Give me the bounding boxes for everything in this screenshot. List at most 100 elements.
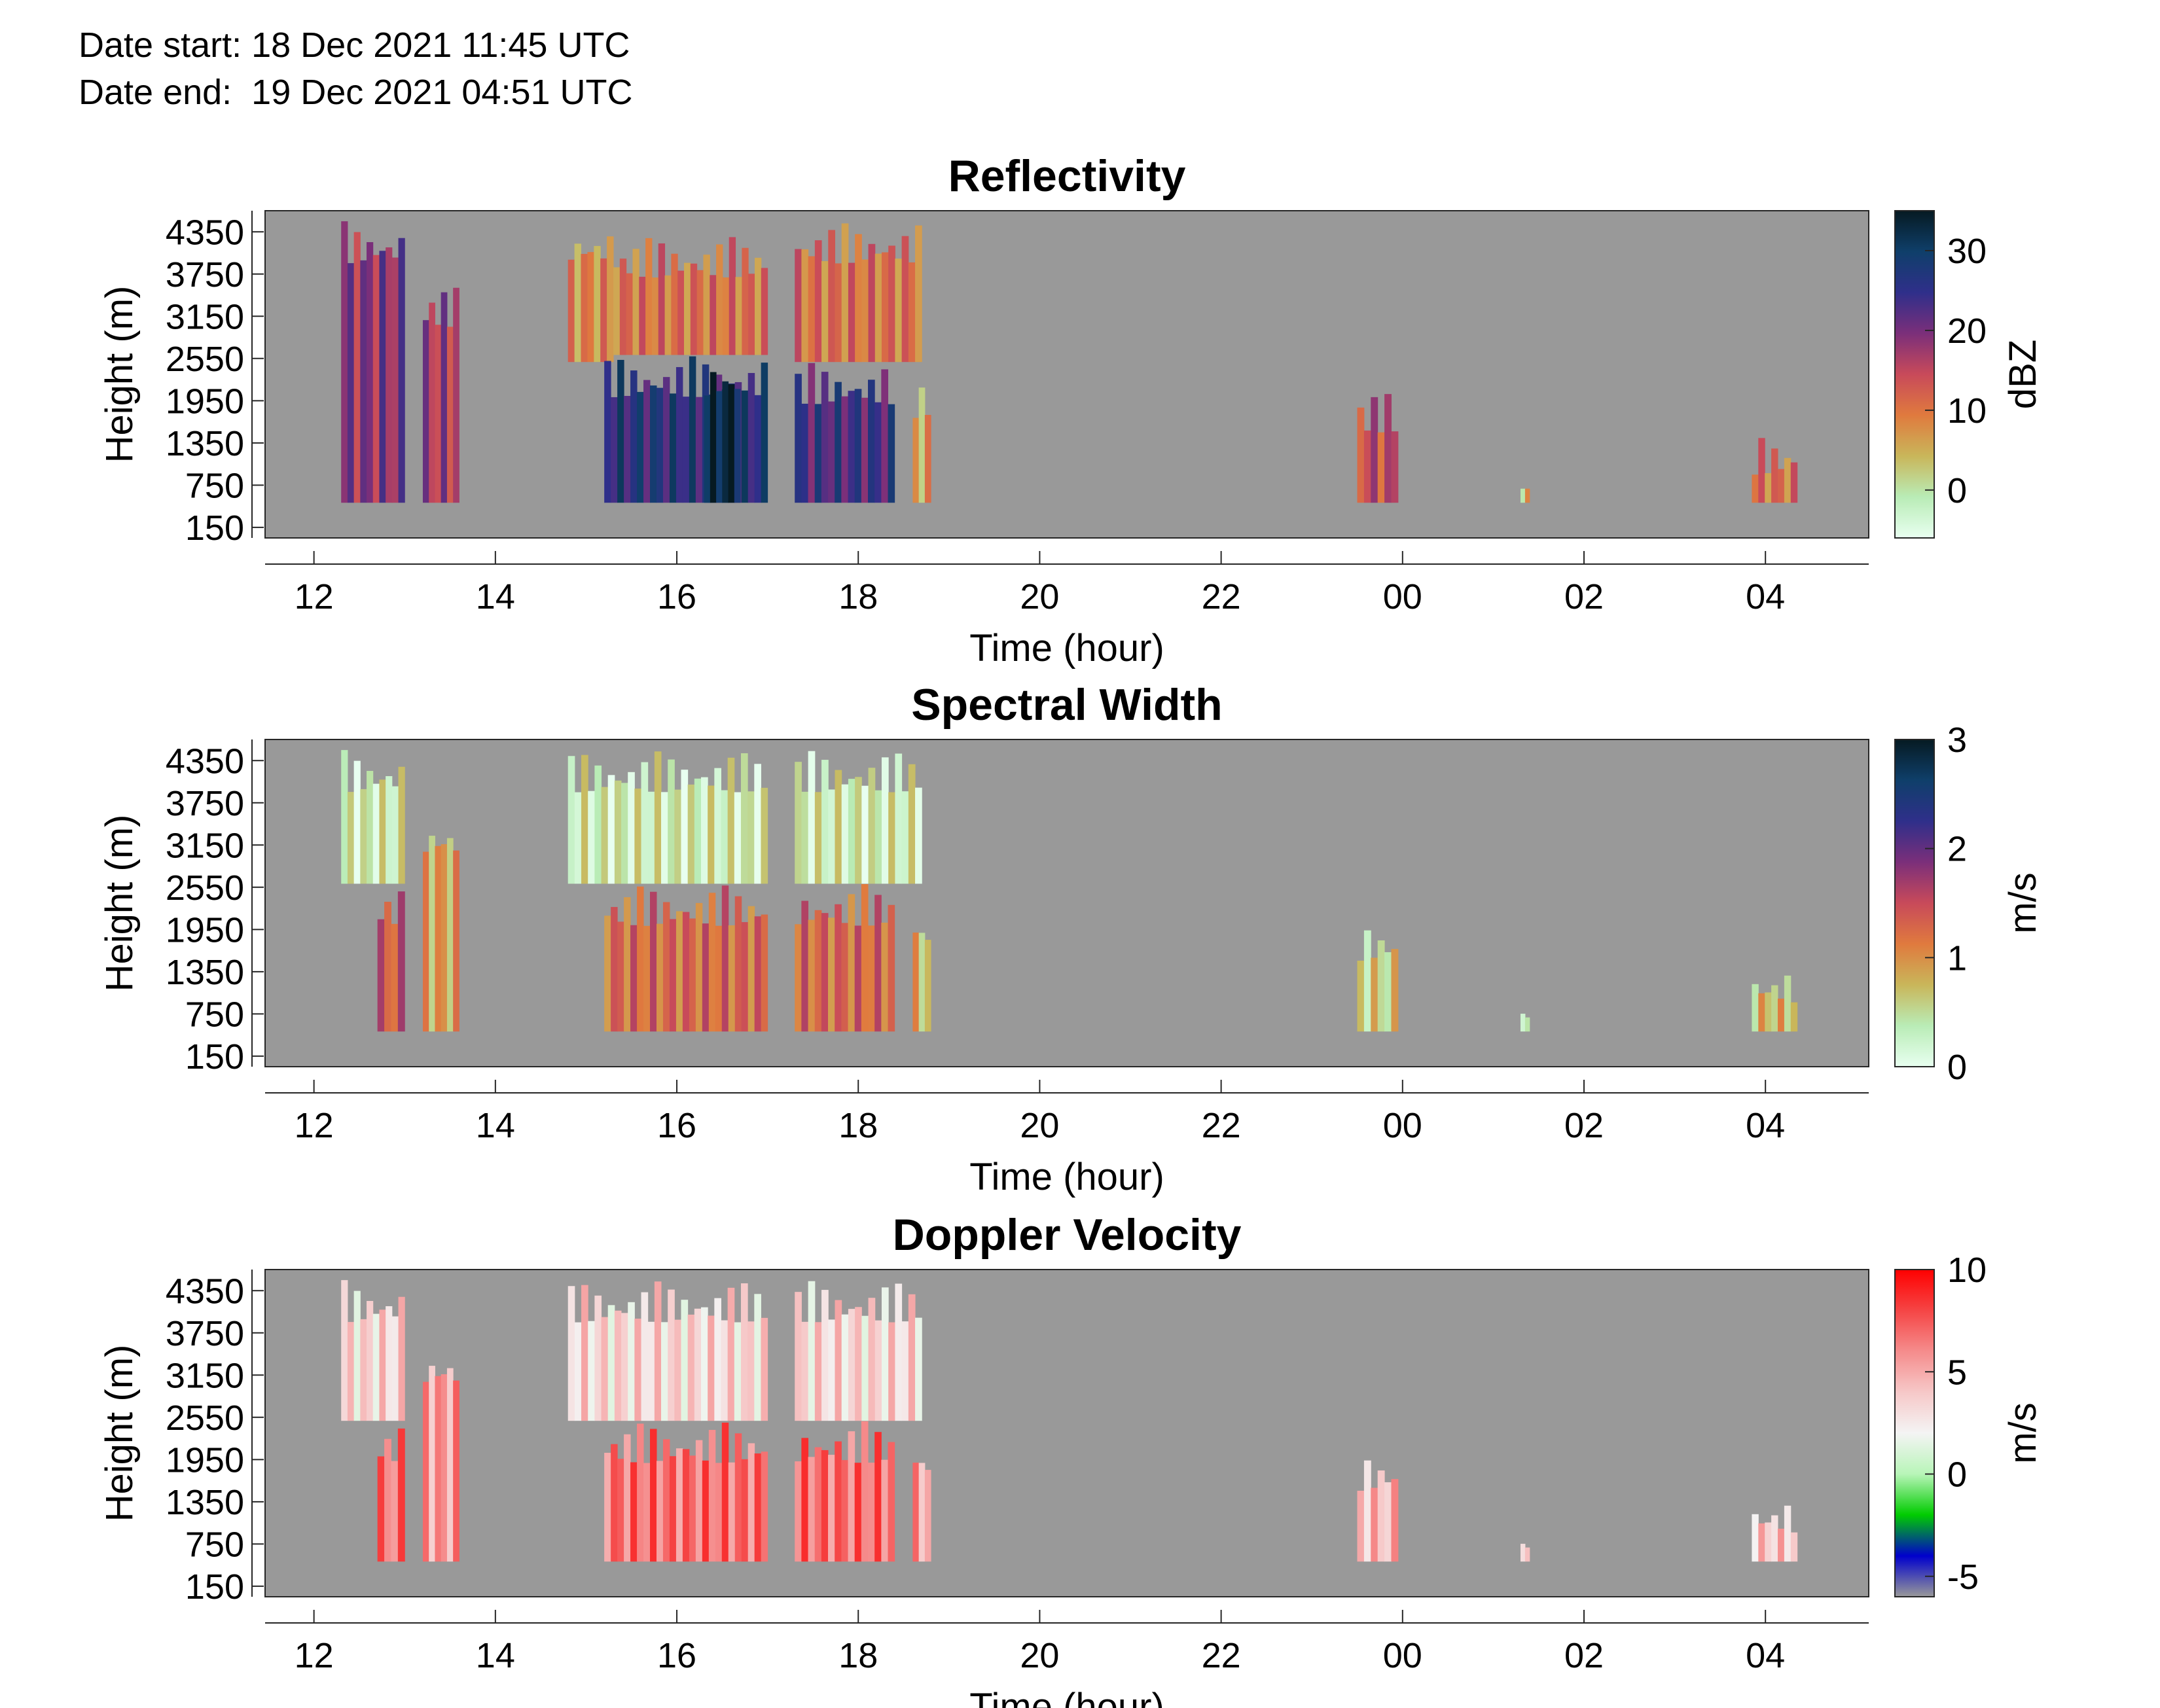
heatmap-cell bbox=[821, 760, 829, 884]
heatmap-cell bbox=[895, 753, 903, 884]
heatmap-cell bbox=[848, 1431, 855, 1562]
colorbar-label: m/s bbox=[2002, 872, 2044, 933]
heatmap-cell bbox=[1524, 1547, 1530, 1562]
heatmap-cell bbox=[716, 391, 723, 503]
y-tick-label: 3750 bbox=[166, 1314, 244, 1353]
heatmap-cell bbox=[614, 780, 622, 884]
colorbar-tick-label: 10 bbox=[1947, 1251, 1987, 1290]
heatmap-cell bbox=[808, 363, 816, 503]
x-axis-label: Time (hour) bbox=[969, 1156, 1164, 1198]
y-tick-label: 4350 bbox=[166, 741, 244, 781]
heatmap-cell bbox=[1790, 1002, 1798, 1032]
heatmap-cell bbox=[634, 1319, 642, 1421]
heatmap-cell bbox=[868, 768, 876, 884]
heatmap-cell bbox=[662, 902, 670, 1032]
heatmap-cell bbox=[681, 770, 689, 884]
heatmap-cell bbox=[647, 1321, 655, 1421]
doppler-velocity-panel: Doppler Velocity 12 14 16 18 20 22 00 02 04 Time (… bbox=[98, 1210, 2044, 1708]
heatmap-cell bbox=[435, 325, 442, 503]
y-tick-label: 150 bbox=[185, 1037, 244, 1076]
y-tick-label: 750 bbox=[185, 466, 244, 505]
axes-box bbox=[264, 739, 1869, 1067]
date-end-label: Date end: 19 Dec 2021 04:51 UTC bbox=[79, 73, 633, 112]
heatmap-cell bbox=[675, 1448, 683, 1562]
heatmap-cell bbox=[391, 257, 399, 503]
heatmap-cell bbox=[630, 1462, 638, 1562]
heatmap-cell bbox=[441, 292, 448, 503]
heatmap-cell bbox=[761, 1451, 768, 1562]
colorbar bbox=[1894, 210, 1935, 539]
heatmap-cell bbox=[1363, 930, 1371, 1032]
heatmap-cell bbox=[1758, 993, 1765, 1032]
heatmap-cell bbox=[855, 1307, 862, 1421]
y-tick-label: 2550 bbox=[166, 340, 244, 379]
heatmap-cell bbox=[1784, 975, 1791, 1032]
y-tick-label: 3150 bbox=[166, 297, 244, 336]
heatmap-cell bbox=[754, 916, 762, 1032]
y-tick-label: 150 bbox=[185, 508, 244, 548]
heatmap-cell bbox=[664, 275, 672, 355]
heatmap-cell bbox=[1778, 998, 1785, 1032]
heatmap-cell bbox=[727, 1287, 735, 1421]
heatmap-cell bbox=[808, 1281, 816, 1421]
heatmap-cell bbox=[377, 1456, 385, 1562]
heatmap-cell bbox=[808, 256, 816, 363]
x-tick-label: 16 bbox=[657, 1636, 696, 1675]
heatmap-cell bbox=[647, 791, 655, 884]
heatmap-cell bbox=[821, 1450, 829, 1562]
heatmap-cell bbox=[835, 770, 842, 884]
heatmap-cell bbox=[384, 1438, 391, 1562]
heatmap-cell bbox=[714, 1298, 721, 1421]
heatmap-cell bbox=[687, 1314, 695, 1421]
plot-area bbox=[265, 1270, 1869, 1597]
heatmap-cell bbox=[384, 902, 391, 1032]
heatmap-cell bbox=[808, 1457, 816, 1562]
x-tick-label: 02 bbox=[1564, 577, 1604, 616]
heatmap-cell bbox=[695, 902, 703, 1032]
heatmap-cell bbox=[453, 850, 459, 1032]
heatmap-cell bbox=[391, 923, 399, 1032]
x-tick-label: 12 bbox=[295, 577, 334, 616]
heatmap-cell bbox=[895, 1283, 903, 1421]
heatmap-cell bbox=[1784, 1505, 1791, 1562]
heatmap-cell bbox=[801, 249, 809, 363]
colorbar-tick-label: 0 bbox=[1947, 1455, 1967, 1495]
heatmap-cell bbox=[908, 262, 916, 363]
heatmap-cell bbox=[446, 838, 454, 1032]
heatmap-cell bbox=[874, 402, 882, 503]
heatmap-cell bbox=[607, 1305, 615, 1421]
heatmap-cell bbox=[668, 759, 675, 884]
heatmap-cell bbox=[641, 762, 649, 884]
heatmap-cell bbox=[360, 1319, 367, 1421]
y-tick-label: 750 bbox=[185, 995, 244, 1034]
heatmap-cell bbox=[1384, 394, 1392, 503]
heatmap-cell bbox=[855, 777, 862, 884]
heatmap-cell bbox=[708, 1315, 715, 1421]
heatmap-cell bbox=[353, 760, 361, 884]
y-tick-label: 4350 bbox=[166, 213, 244, 252]
heatmap-cell bbox=[795, 1461, 802, 1562]
colorbar bbox=[1894, 1269, 1935, 1597]
heatmap-cell bbox=[422, 851, 429, 1032]
heatmap-cell bbox=[912, 1463, 920, 1562]
heatmap-cell bbox=[422, 1381, 429, 1562]
heatmap-cell bbox=[814, 910, 822, 1032]
y-tick-label: 4350 bbox=[166, 1272, 244, 1311]
colorbar-label: m/s bbox=[2002, 1402, 2044, 1463]
x-tick-label: 16 bbox=[657, 577, 696, 616]
x-tick-label: 14 bbox=[476, 1636, 515, 1675]
x-tick-label: 20 bbox=[1020, 577, 1059, 616]
heatmap-cell bbox=[915, 1317, 922, 1421]
heatmap-cell bbox=[861, 1421, 869, 1562]
heatmap-cell bbox=[658, 243, 666, 355]
heatmap-cell bbox=[848, 779, 855, 884]
heatmap-cell bbox=[868, 1298, 876, 1421]
heatmap-cell bbox=[1758, 1523, 1765, 1562]
heatmap-cell bbox=[661, 1322, 668, 1421]
heatmap-cell bbox=[594, 245, 601, 363]
heatmap-cell bbox=[835, 904, 842, 1032]
heatmap-cell bbox=[574, 243, 582, 363]
y-tick-label: 750 bbox=[185, 1525, 244, 1564]
heatmap-cell bbox=[674, 1319, 682, 1421]
heatmap-cell bbox=[821, 1290, 829, 1421]
